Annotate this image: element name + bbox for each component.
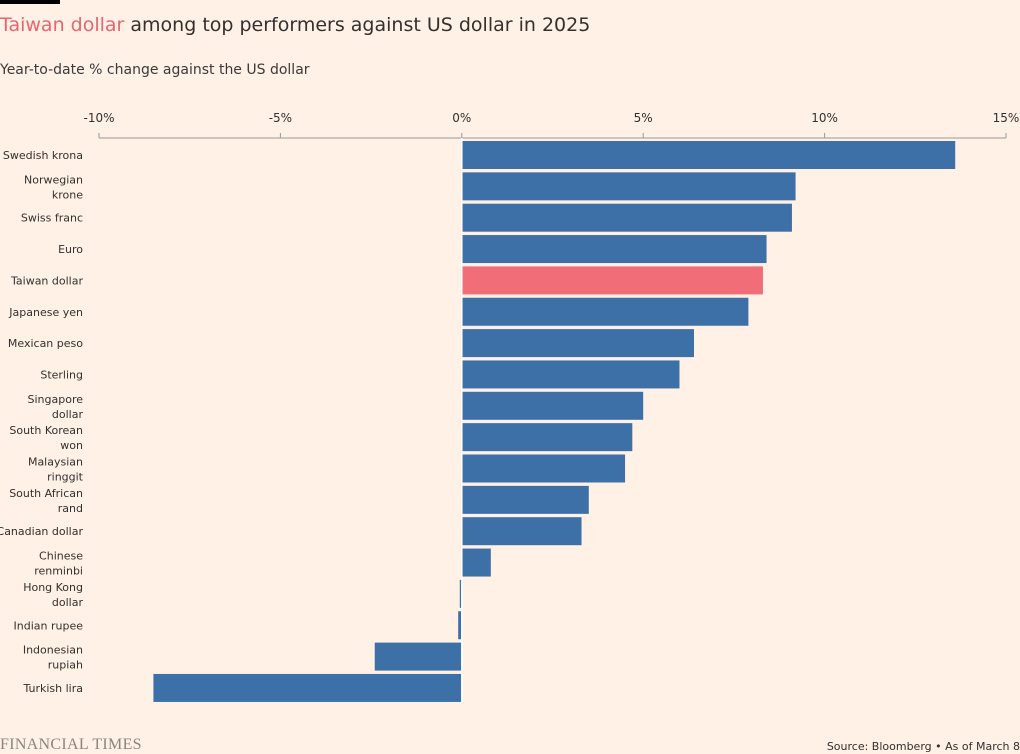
bar <box>461 266 763 295</box>
x-tick-label: -5% <box>269 111 292 125</box>
x-tick-label: 15% <box>993 111 1020 125</box>
x-tick-label: 10% <box>811 111 838 125</box>
chart-subtitle: Year-to-date % change against the US dol… <box>0 62 310 78</box>
category-label: South Korean won <box>9 424 83 452</box>
bar <box>461 172 796 201</box>
ft-logo: FINANCIAL TIMES <box>0 736 142 753</box>
category-label: Indian rupee <box>14 619 84 632</box>
category-label: Sterling <box>40 368 83 381</box>
bar <box>461 423 633 452</box>
title-rest: among top performers against US dollar i… <box>124 14 591 36</box>
source-note: Source: Bloomberg • As of March 8 <box>826 740 1020 753</box>
bar <box>461 485 589 514</box>
title-highlight: Taiwan dollar <box>0 14 125 36</box>
category-label: Swiss franc <box>21 212 83 225</box>
bar <box>461 141 956 169</box>
category-label: Mexican peso <box>8 337 83 350</box>
bar <box>461 454 626 483</box>
category-label: Singapore dollar <box>28 393 84 421</box>
bar <box>458 611 462 640</box>
bar <box>461 203 792 232</box>
category-label: Malaysian ringgit <box>28 456 84 484</box>
bar <box>461 548 491 577</box>
category-label: Japanese yen <box>8 306 83 319</box>
bar <box>461 391 644 420</box>
category-label: Turkish lira <box>22 682 83 695</box>
bar <box>461 360 680 389</box>
x-tick-label: 0% <box>452 111 471 125</box>
category-label: Hong Kong dollar <box>23 581 83 609</box>
bar <box>461 329 694 358</box>
bar <box>461 517 582 546</box>
category-label: Norwegian krone <box>24 173 83 201</box>
category-label: Canadian dollar <box>0 525 83 538</box>
bar <box>459 579 462 608</box>
category-label: Euro <box>58 243 83 256</box>
bar <box>461 235 767 264</box>
bar <box>153 673 462 702</box>
chart-title: Taiwan dollar among top performers again… <box>0 14 590 36</box>
category-label: Indonesian rupiah <box>23 644 83 672</box>
category-label: Swedish krona <box>3 149 83 162</box>
bar <box>374 642 462 671</box>
x-tick-label: -10% <box>83 111 114 125</box>
category-label: Taiwan dollar <box>10 274 83 287</box>
bar <box>461 297 749 326</box>
category-label: Chinese renminbi <box>34 550 83 578</box>
x-tick-label: 5% <box>634 111 653 125</box>
category-label: South African rand <box>9 487 83 515</box>
top-rule <box>0 0 60 4</box>
